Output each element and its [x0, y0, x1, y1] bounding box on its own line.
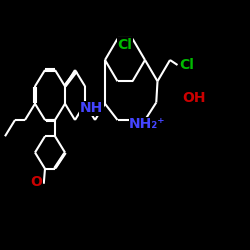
Text: O: O [30, 176, 42, 190]
Text: Cl: Cl [179, 58, 194, 72]
Text: NH: NH [80, 101, 103, 115]
Text: Cl: Cl [118, 38, 132, 52]
Text: OH: OH [182, 90, 206, 104]
Text: NH₂⁺: NH₂⁺ [129, 117, 166, 131]
